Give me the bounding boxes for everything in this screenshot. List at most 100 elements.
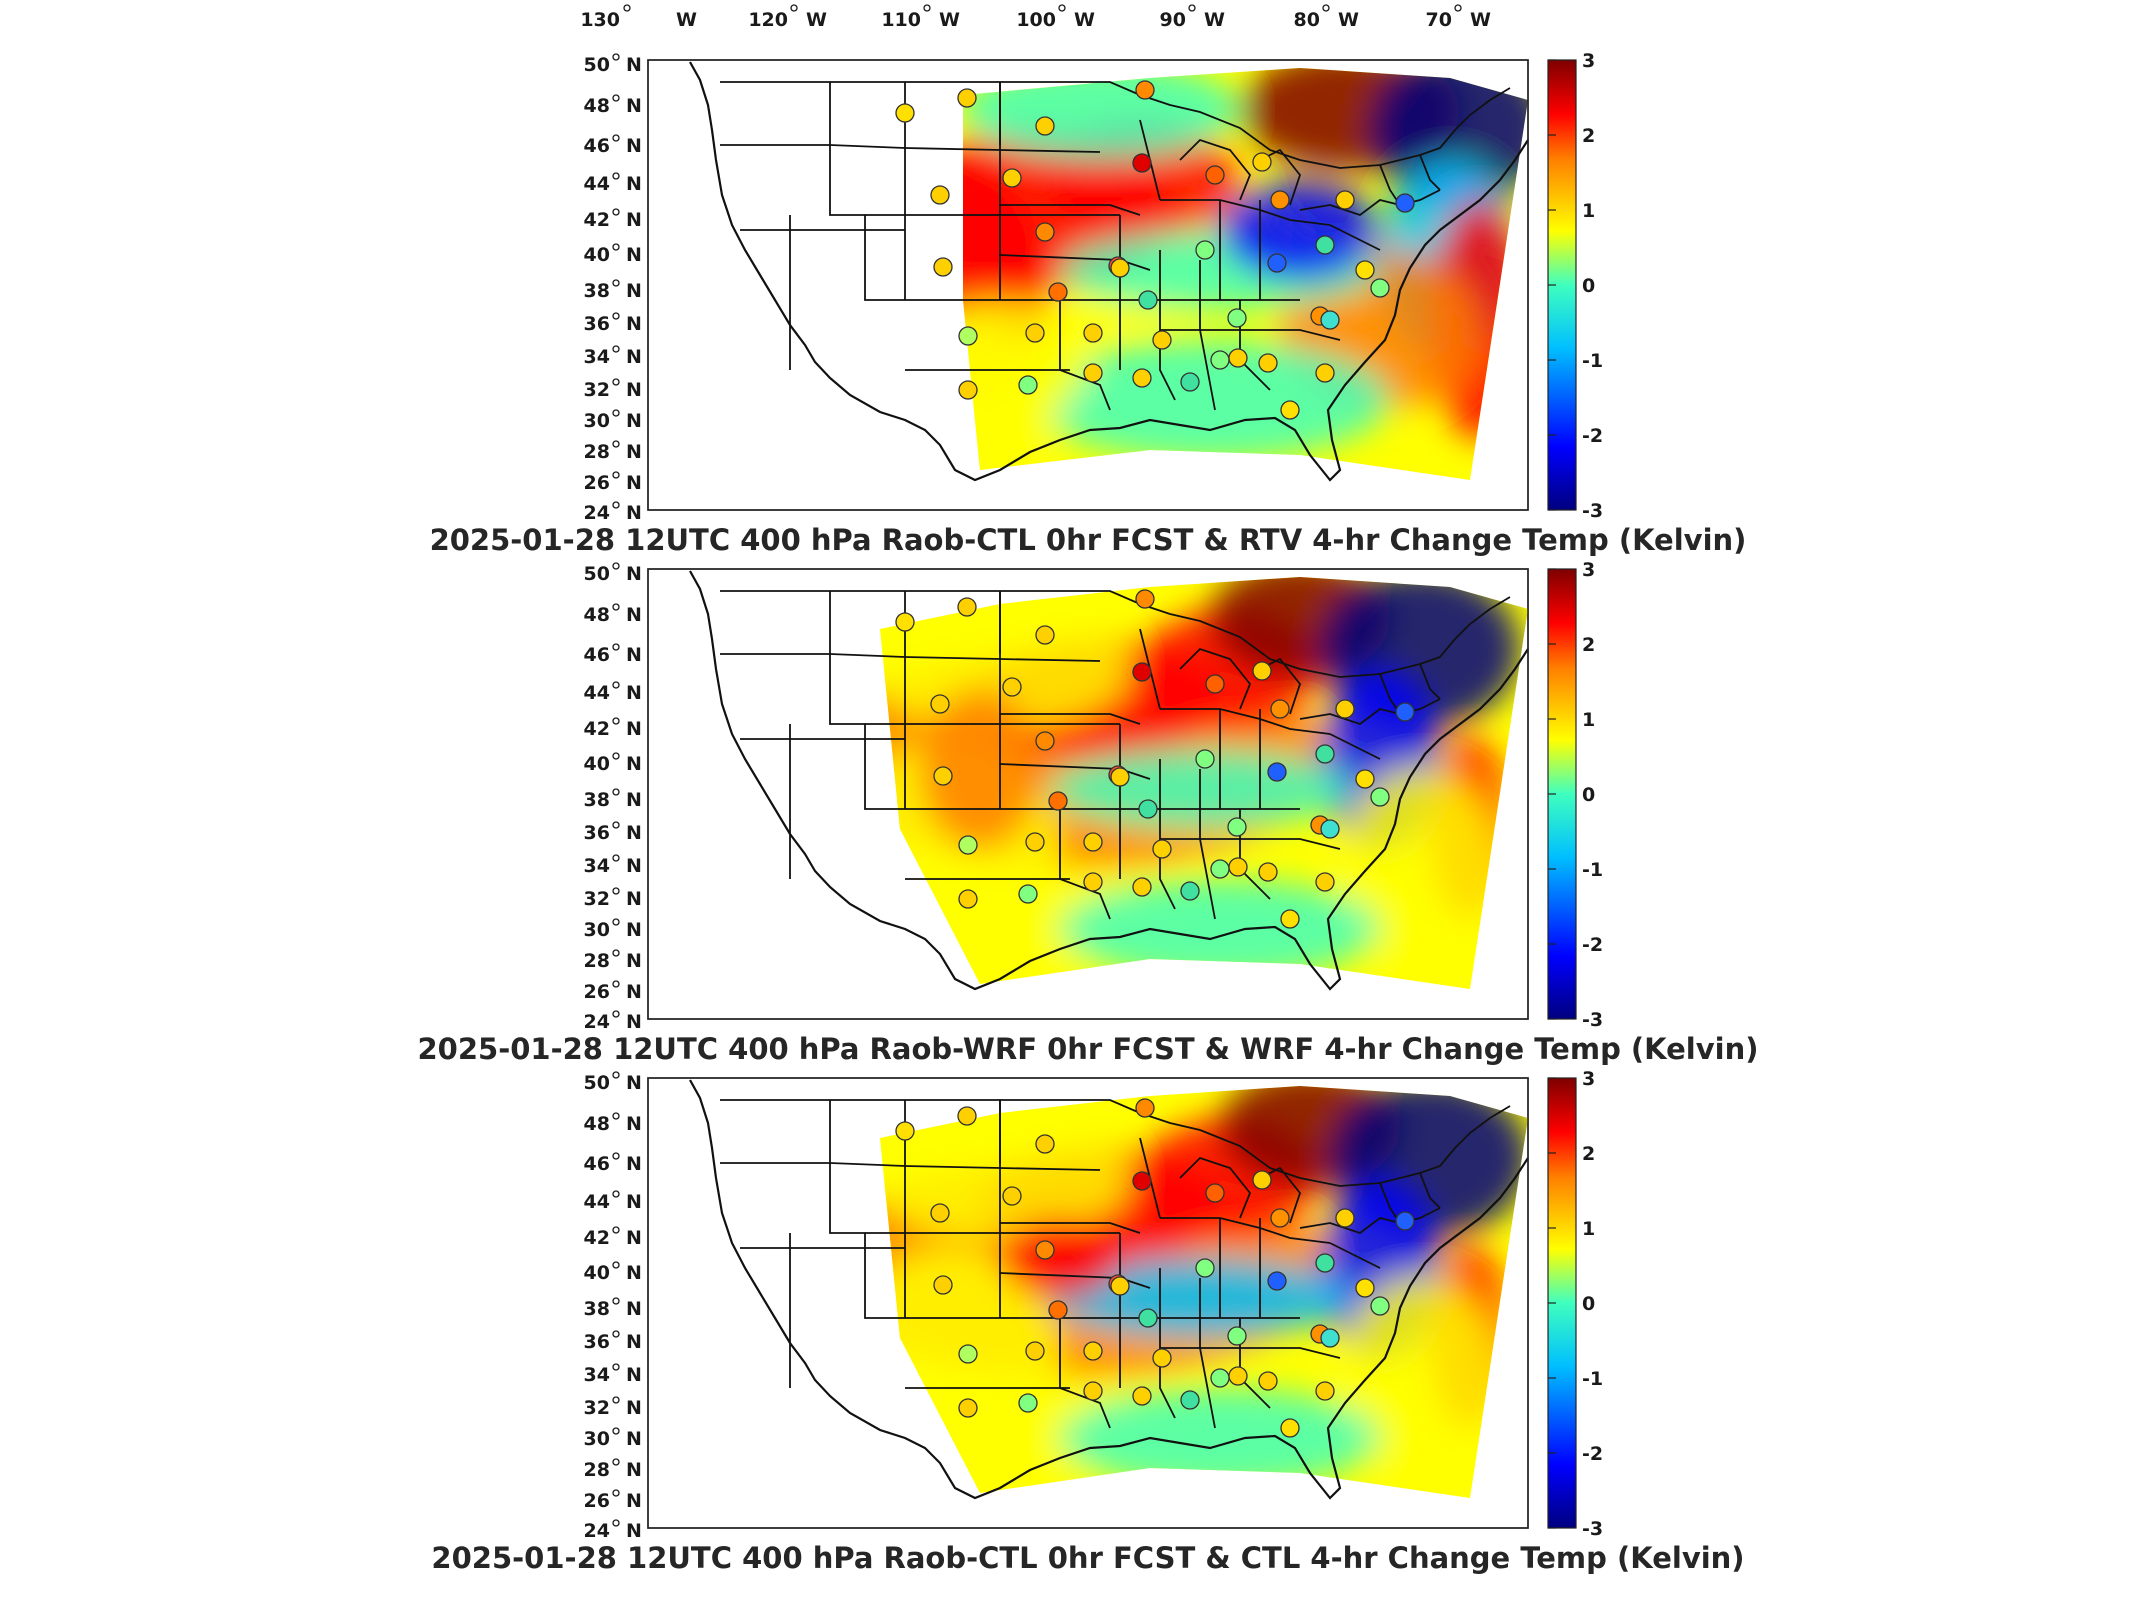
raob-station-marker xyxy=(1370,1296,1390,1316)
raob-station-marker xyxy=(1227,1326,1247,1346)
raob-station-marker xyxy=(1018,1393,1038,1413)
lat-label-40: 40 xyxy=(584,244,610,266)
lat-label-40-hemi: N xyxy=(626,1262,642,1284)
lon-label-130: 130 xyxy=(580,9,620,31)
coastline xyxy=(689,61,1529,482)
colorbar-tick-label: -3 xyxy=(1582,1009,1603,1031)
state-border xyxy=(1419,663,1441,700)
lat-label-46-hemi: N xyxy=(626,1153,642,1175)
degree-symbol xyxy=(612,752,620,760)
coastline xyxy=(689,1079,1529,1500)
degree-symbol xyxy=(612,562,620,570)
lat-label-32-hemi: N xyxy=(626,1397,642,1419)
raob-station-marker xyxy=(1210,1368,1230,1388)
lat-label-46: 46 xyxy=(584,135,610,157)
lat-label-38: 38 xyxy=(584,1298,610,1320)
degree-symbol xyxy=(612,243,620,251)
lat-label-34: 34 xyxy=(584,855,610,877)
lat-label-46: 46 xyxy=(584,644,610,666)
colorbar: 3 2 1 0 -1 -2 -3 xyxy=(1547,50,1603,522)
colorbar-tick-label: -1 xyxy=(1582,350,1603,372)
lat-label-50: 50 xyxy=(584,563,610,585)
colorbar: 3 2 1 0 -1 -2 -3 xyxy=(1547,1068,1603,1540)
raob-station-marker xyxy=(895,103,915,123)
raob-station-marker xyxy=(1048,1300,1068,1320)
raob-station-marker xyxy=(1267,253,1287,273)
state-border xyxy=(1059,300,1111,411)
raob-station-marker xyxy=(1355,1278,1375,1298)
raob-station-marker xyxy=(1132,877,1152,897)
lat-label-26-hemi: N xyxy=(626,472,642,494)
state-border xyxy=(1419,154,1441,191)
lat-label-32-hemi: N xyxy=(626,888,642,910)
raob-station-marker xyxy=(1370,278,1390,298)
lon-label-80: 80 xyxy=(1294,9,1320,31)
lat-label-38: 38 xyxy=(584,280,610,302)
raob-station-marker xyxy=(1135,589,1155,609)
raob-station-marker xyxy=(1083,1341,1103,1361)
lat-label-34-hemi: N xyxy=(626,346,642,368)
raob-station-marker xyxy=(1205,165,1225,185)
colorbar-tick-label: 2 xyxy=(1582,125,1595,147)
raob-station-marker xyxy=(930,185,950,205)
field-gradients xyxy=(963,68,1528,480)
lat-label-24: 24 xyxy=(584,1011,610,1033)
raob-station-marker xyxy=(1110,258,1130,278)
lon-label-110-hemi: W xyxy=(939,9,960,31)
panel-2-annotations: 2025-01-28 12UTC 400 hPa Raob-CTL 0hr FC… xyxy=(431,1068,1744,1575)
raob-station-marker xyxy=(1035,222,1055,242)
raob-station-marker xyxy=(1035,1134,1055,1154)
raob-station-marker xyxy=(1002,677,1022,697)
raob-station-marker xyxy=(1195,240,1215,260)
degree-symbol xyxy=(612,134,620,142)
state-border xyxy=(1259,148,1302,206)
lat-label-50-hemi: N xyxy=(626,54,642,76)
raob-station-marker xyxy=(1267,762,1287,782)
state-border xyxy=(1419,1172,1441,1209)
lat-label-46-hemi: N xyxy=(626,644,642,666)
raob-station-marker xyxy=(1152,1348,1172,1368)
raob-station-marker xyxy=(1210,350,1230,370)
degree-symbol xyxy=(612,501,620,509)
raob-station-marker xyxy=(1280,400,1300,420)
degree-symbol xyxy=(612,1261,620,1269)
colorbar-tick-label: 0 xyxy=(1582,1293,1595,1315)
lat-label-30: 30 xyxy=(584,410,610,432)
lat-label-42: 42 xyxy=(584,209,610,231)
coastline xyxy=(689,570,1529,991)
colorbar-tick-label: 0 xyxy=(1582,784,1595,806)
degree-symbol xyxy=(612,94,620,102)
lat-label-36-hemi: N xyxy=(626,313,642,335)
lon-label-90-hemi: W xyxy=(1204,9,1225,31)
raob-station-marker xyxy=(930,694,950,714)
lon-label-90: 90 xyxy=(1160,9,1186,31)
raob-station-marker xyxy=(958,1398,978,1418)
lat-label-24-hemi: N xyxy=(626,502,642,524)
lat-label-28-hemi: N xyxy=(626,441,642,463)
raob-station-marker xyxy=(1395,702,1415,722)
colorbar: 3 2 1 0 -1 -2 -3 xyxy=(1547,559,1603,1031)
raob-station-marker xyxy=(895,612,915,632)
degree-symbol xyxy=(612,681,620,689)
raob-station-marker xyxy=(1180,881,1200,901)
lat-label-40: 40 xyxy=(584,753,610,775)
raob-station-marker xyxy=(1258,862,1278,882)
temperature-change-field xyxy=(963,68,1528,480)
degree-symbol xyxy=(612,788,620,796)
map-panel-raob-wrf-wrf xyxy=(647,568,1529,1020)
degree-symbol xyxy=(612,312,620,320)
lat-label-42-hemi: N xyxy=(626,209,642,231)
panel-1-annotations: 2025-01-28 12UTC 400 hPa Raob-WRF 0hr FC… xyxy=(417,559,1758,1066)
raob-station-marker xyxy=(1258,353,1278,373)
raob-station-marker xyxy=(1083,323,1103,343)
state-border xyxy=(1299,1217,1401,1235)
lat-label-28: 28 xyxy=(584,950,610,972)
raob-station-marker xyxy=(1195,1258,1215,1278)
degree-symbol xyxy=(612,821,620,829)
raob-station-marker xyxy=(1270,1208,1290,1228)
raob-station-marker xyxy=(1083,832,1103,852)
colorbar-tick-label: 3 xyxy=(1582,50,1595,72)
raob-station-marker xyxy=(1025,323,1045,343)
raob-station-marker xyxy=(1025,1341,1045,1361)
